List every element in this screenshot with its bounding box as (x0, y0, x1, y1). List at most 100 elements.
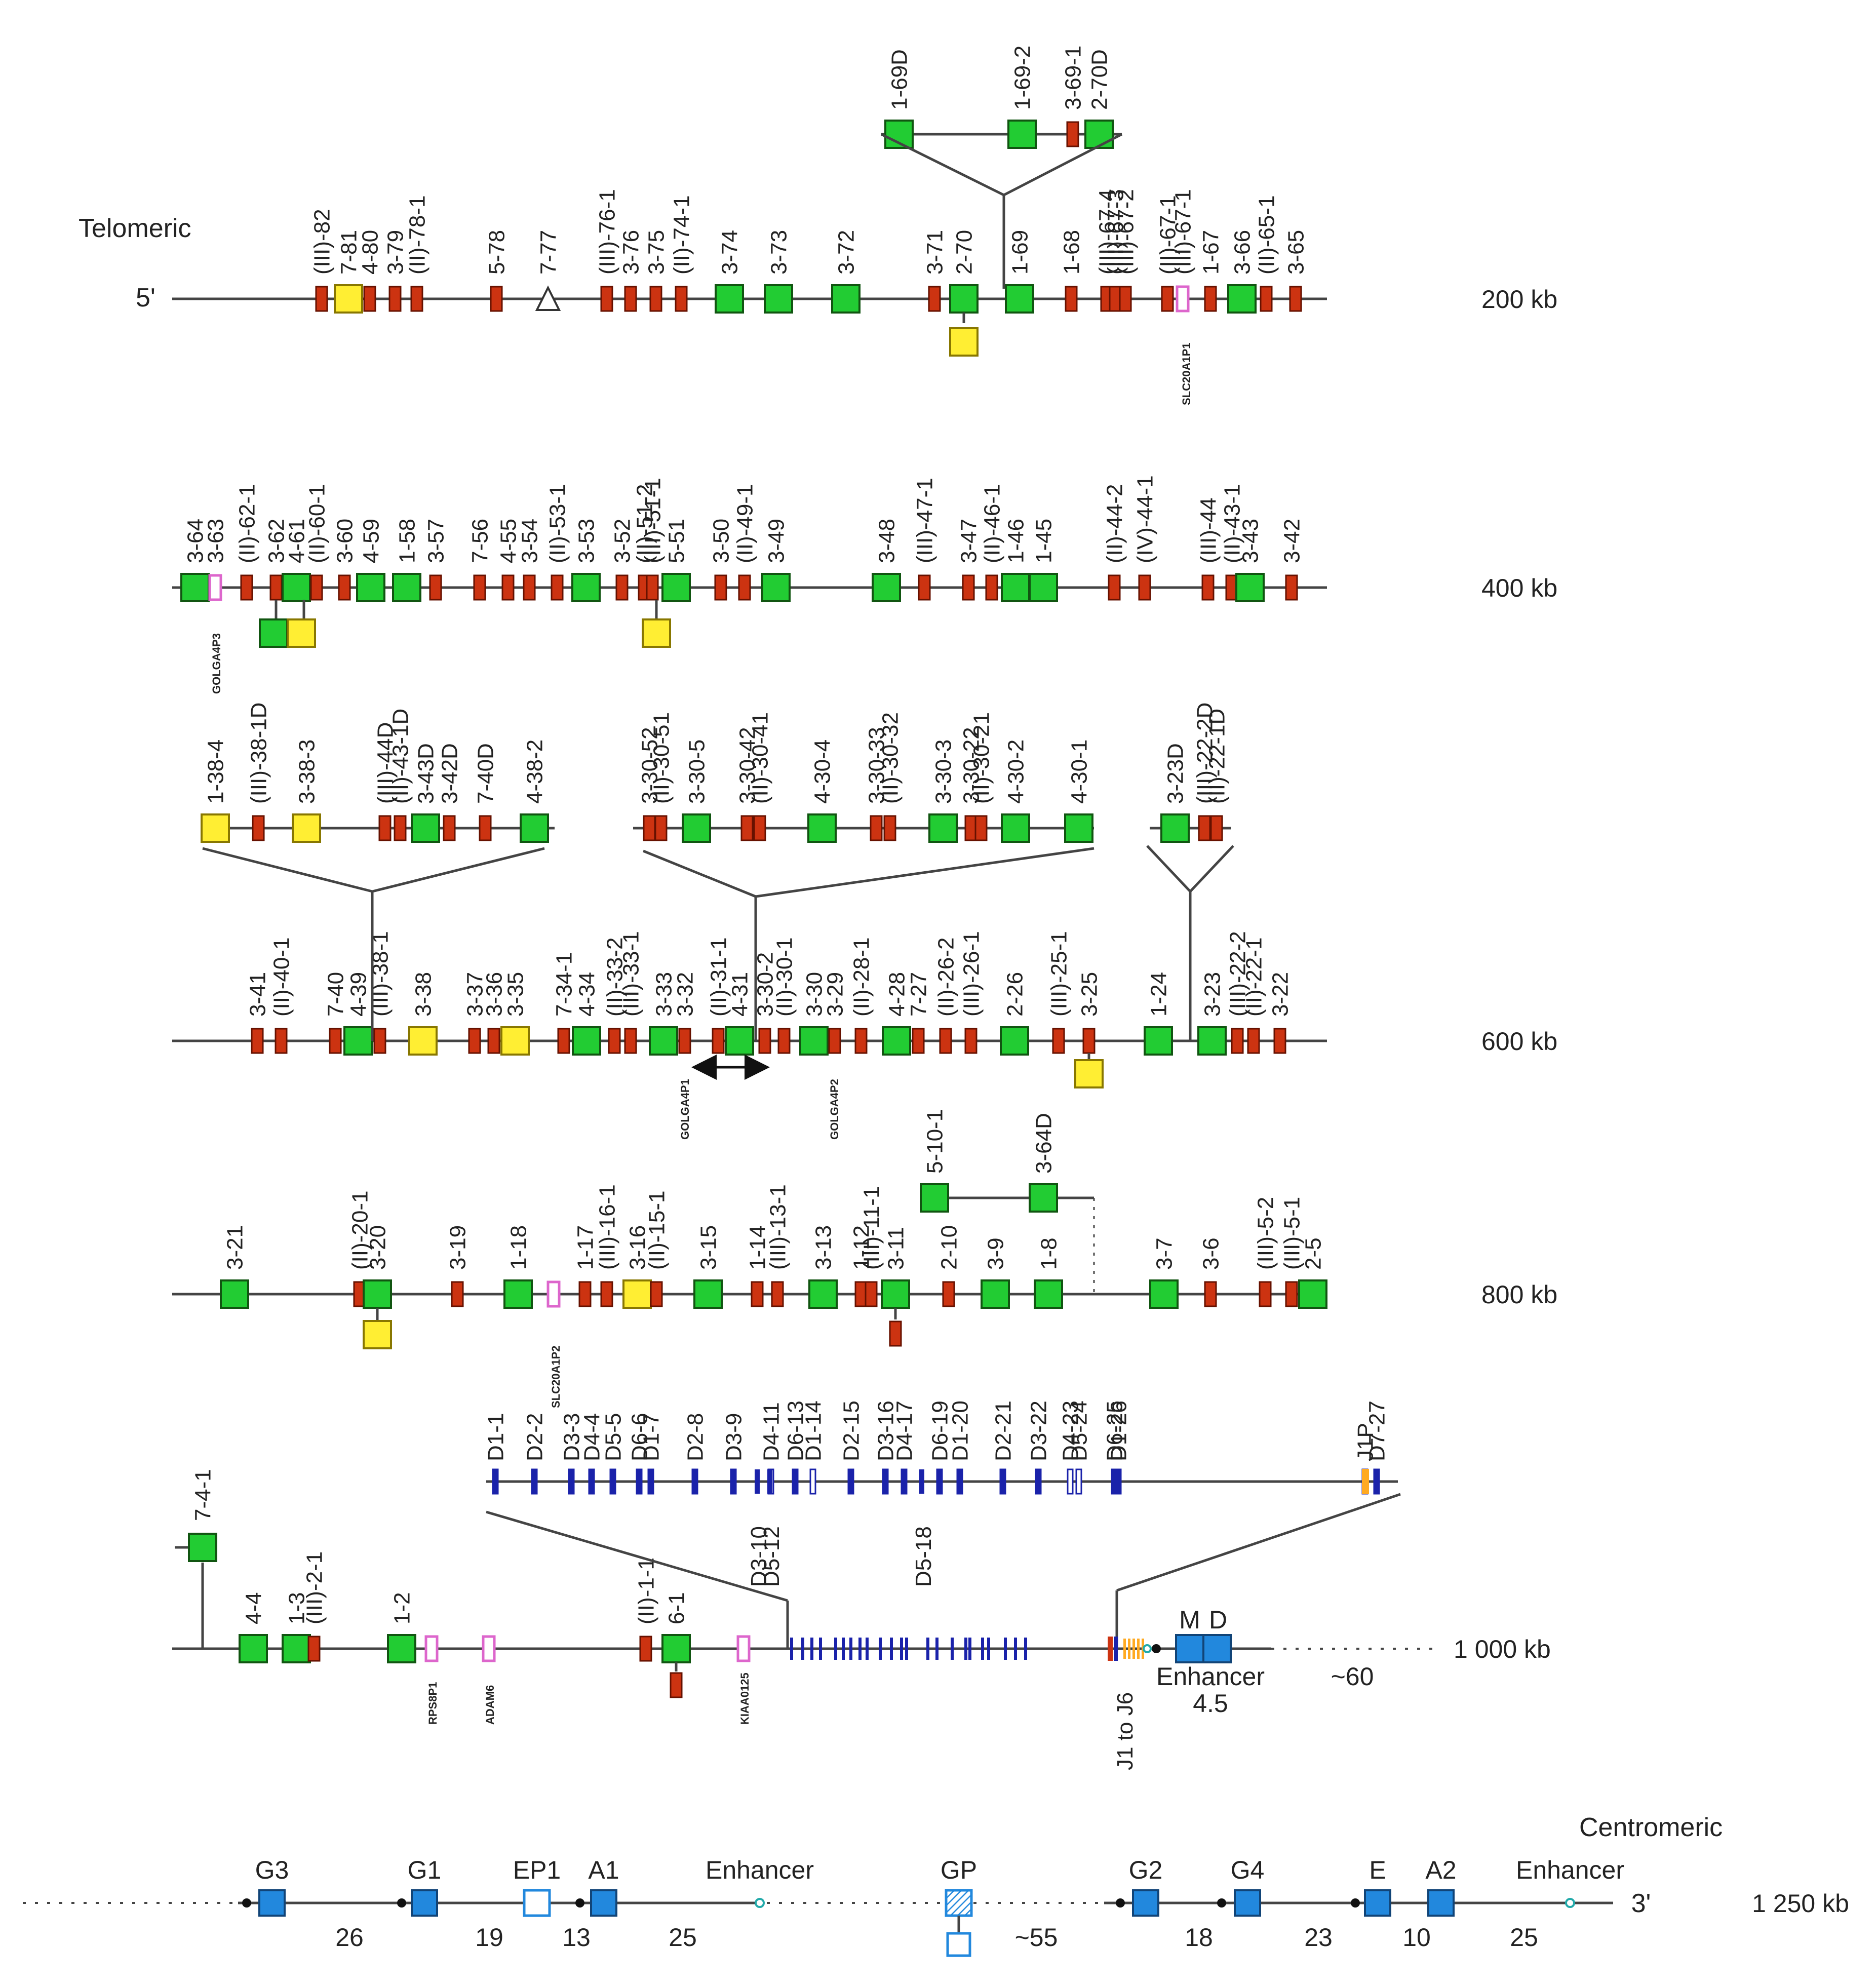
insert-4-38-2-label: 4-38-2 (522, 740, 547, 804)
gene-3-11-mark (881, 1279, 910, 1309)
constant-D-label: D (1209, 1606, 1227, 1634)
gene-(II)-44-2-label: (II)-44-2 (1102, 484, 1127, 563)
gene-4-55-label: 4-55 (496, 519, 521, 563)
gene-(III)-13-1-mark (771, 1281, 784, 1307)
insert-7-4-1-mark (188, 1533, 217, 1562)
gene-(III)-26-1-mark (964, 1028, 978, 1054)
gene-(III)-2-1-mark (307, 1636, 321, 1662)
constant-G1-mark (411, 1889, 438, 1917)
gene-5-51-label: 5-51 (664, 519, 689, 563)
gene-(II)-31-1-mark (712, 1028, 725, 1054)
insert-4-30-1-mark (1064, 813, 1093, 843)
gene-2-26-mark (1000, 1026, 1029, 1056)
pseudo-GOLGA4P1-label: GOLGA4P1 (679, 1079, 691, 1140)
gene-3-25-mark (1082, 1028, 1096, 1054)
insert-1-69-2-label: 1-69-2 (1010, 46, 1035, 110)
gene-(III)-82-mark (315, 286, 328, 312)
dgene-D3-22-mark (1035, 1468, 1042, 1495)
distance-18-label: 18 (1185, 1923, 1213, 1952)
switch-dot (1217, 1898, 1226, 1908)
gene-(III)-22-2-label: (III)-22-2 (1225, 931, 1250, 1017)
insert-3-30-3-mark (928, 813, 958, 843)
gene-(II)-30-1-label: (II)-30-1 (772, 938, 797, 1017)
pseudo-GOLGA4P3-label: GOLGA4P3 (210, 633, 223, 694)
gene-3-63-label: 3-63 (203, 519, 228, 563)
gene-1-45-label: 1-45 (1031, 519, 1056, 563)
gene-1-68-label: 1-68 (1059, 230, 1084, 275)
insert-3-30-52-mark (643, 815, 656, 841)
insert-(II)-30-21-mark (974, 815, 988, 841)
gene-3-65-mark (1289, 286, 1302, 312)
insert-(II)-30-32-label: (II)-30-32 (878, 712, 903, 804)
constant-A1-label: A1 (588, 1856, 619, 1884)
gene-3-60-mark (338, 574, 351, 601)
pseudo-SLC20A1P1-label: SLC20A1P1 (1180, 342, 1193, 405)
gene-4-80-mark (363, 286, 376, 312)
dgene-D3-9-label: D3-9 (721, 1413, 746, 1461)
gene-3-73-mark (764, 284, 793, 314)
gene-2-70-mark (949, 284, 979, 314)
gene-1-45-mark (1029, 573, 1058, 602)
gene-(III)-11-1-mark (865, 1281, 878, 1307)
d-cluster-tick (819, 1638, 822, 1660)
dgene-J1P-label: J1P (1353, 1423, 1378, 1461)
gene-2-5-mark (1298, 1279, 1327, 1309)
gene-1-3-mark (282, 1634, 311, 1663)
gene-1-12-label: 1-12 (849, 1225, 874, 1270)
gene-3-29-mark (828, 1028, 841, 1054)
pseudo-GOLGA4P2-label: GOLGA4P2 (828, 1079, 841, 1140)
distance-10-label: 10 (1402, 1923, 1431, 1952)
insert-7-4-1-label: 7-4-1 (190, 1469, 215, 1521)
gene-(III)-47-1-mark (918, 574, 931, 601)
j-segment-tick (1123, 1639, 1126, 1659)
gene-3-23-label: 3-23 (1200, 972, 1225, 1017)
gene-(III)-2-1-label: (III)-2-1 (302, 1551, 327, 1624)
gene-1-58-mark (392, 573, 421, 602)
insert-(II)-22-1D-label: (II)-22-1D (1204, 709, 1229, 804)
d-cluster-tick (1004, 1638, 1007, 1660)
gene-(III)-25-1-label: (III)-25-1 (1046, 931, 1071, 1017)
dgene-D5-12-label: D5-12 (759, 1526, 784, 1587)
gene-3-38-label: 3-38 (411, 972, 436, 1017)
gene-(III)-11-1-label: (III)-11-1 (859, 1186, 884, 1270)
insert-(II)-30-32-mark (883, 815, 896, 841)
switch-dot (397, 1898, 406, 1908)
gene-1-58-label: 1-58 (395, 519, 419, 563)
dgene-D2-2-mark (531, 1468, 538, 1495)
kb-label-400: 400 kb (1481, 574, 1557, 602)
gene-1-8-mark (1034, 1279, 1063, 1309)
gene-7-40-label: 7-40 (323, 972, 348, 1017)
gene-3-42-label: 3-42 (1279, 519, 1304, 563)
dgene-D1-7-mark (647, 1468, 654, 1495)
dgene-D5-24-mark (1075, 1468, 1082, 1495)
gene-4-34-mark (572, 1026, 601, 1056)
constant-A2-label: A2 (1425, 1856, 1456, 1884)
gene-3-33-mark (649, 1026, 678, 1056)
d-cluster-tick (964, 1638, 967, 1660)
dgene-D3-9-mark (730, 1468, 737, 1495)
dgene-D5-5-mark (609, 1468, 616, 1495)
insert-3-42D-mark (443, 815, 456, 841)
insert-top-v-left (880, 133, 1005, 197)
insert-(II)-30-41-mark (753, 815, 766, 841)
gene-(II)-1-1-label: (II)-1-1 (634, 1558, 658, 1624)
d-cluster-tick (810, 1638, 813, 1660)
insert-3-30-22-label: 3-30-22 (959, 727, 984, 804)
constant-GP-label: GP (941, 1856, 977, 1884)
dgene-D2-8-label: D2-8 (683, 1413, 708, 1461)
gene-(II)-62-1-label: (II)-62-1 (235, 484, 259, 563)
gene-(II)-15-1-mark (650, 1281, 663, 1307)
gene-3-47-mark (962, 574, 975, 601)
dgene-D7-27-mark (1373, 1468, 1380, 1495)
insert-top-v-right (1003, 133, 1123, 197)
gene-3-19-mark (451, 1281, 464, 1307)
gene-1-68-mark (1065, 286, 1078, 312)
gene-(III)-67-2-label: (III)-67-2 (1113, 189, 1138, 275)
dgene-D2-15-mark (847, 1468, 854, 1495)
constant-E-mark (1364, 1889, 1391, 1917)
gene-7-77-mark (535, 285, 561, 311)
gene-3-52-mark (615, 574, 629, 601)
gene-3-16-label: 3-16 (625, 1225, 650, 1270)
gene-4-59-label: 4-59 (359, 519, 383, 563)
